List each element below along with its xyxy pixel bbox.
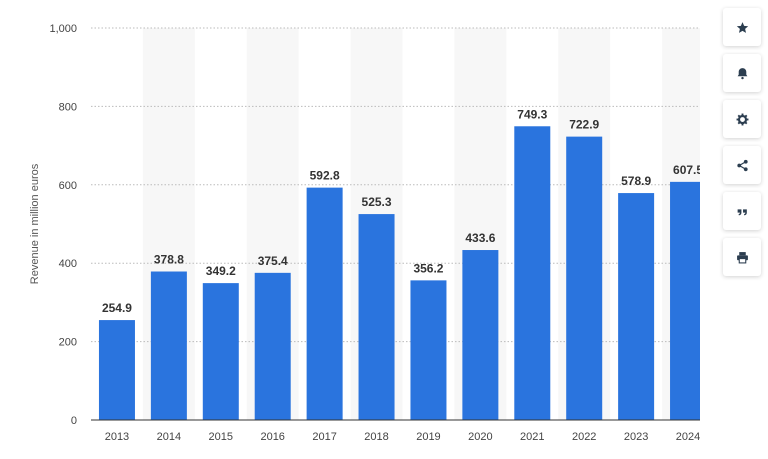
x-tick-label: 2014	[157, 431, 181, 443]
data-label: 375.4	[258, 254, 288, 268]
x-tick-label: 2018	[364, 431, 388, 443]
x-axis: 2013 2014 2015 2016 2017 2018 2019 2020 2021 2022…	[91, 419, 700, 443]
data-label: 722.9	[569, 118, 599, 132]
data-label: 349.2	[206, 264, 236, 278]
quote-icon	[737, 208, 747, 215]
printer-icon	[736, 251, 748, 263]
bar[interactable]	[98, 320, 135, 420]
toolbar	[723, 8, 761, 276]
notification-button[interactable]	[723, 54, 761, 92]
x-tick-label: 2015	[209, 431, 233, 443]
y-tick-label: 400	[59, 258, 77, 270]
bar[interactable]	[618, 193, 655, 420]
x-tick-label: 2024	[676, 431, 700, 443]
x-tick-label: 2017	[312, 431, 336, 443]
data-label: 378.8	[154, 253, 184, 267]
share-icon	[736, 159, 748, 171]
y-tick-label: 800	[59, 101, 77, 113]
favorite-button[interactable]	[723, 8, 761, 46]
bar[interactable]	[462, 250, 499, 420]
data-label: 254.9	[102, 301, 132, 315]
data-label: 607.5	[673, 163, 700, 177]
bar-chart: 254.9 378.8 349.2 375.4 592.8 525.3 356.2 433.6…	[29, 23, 700, 443]
gear-icon	[736, 113, 748, 125]
data-label: 592.8	[310, 169, 340, 183]
y-tick-label: 600	[59, 180, 77, 192]
bar[interactable]	[410, 280, 447, 420]
x-tick-label: 2019	[416, 431, 440, 443]
x-tick-label: 2020	[468, 431, 492, 443]
x-tick-label: 2022	[572, 431, 596, 443]
cite-button[interactable]	[723, 192, 761, 230]
bar[interactable]	[202, 283, 239, 420]
bars	[98, 126, 700, 420]
bar[interactable]	[514, 126, 551, 420]
print-button[interactable]	[723, 238, 761, 276]
data-label: 356.2	[413, 261, 443, 275]
y-tick-label: 0	[71, 415, 77, 427]
y-axis-label: Revenue in million euros	[29, 163, 41, 284]
data-label: 749.3	[517, 107, 547, 121]
bar[interactable]	[150, 271, 187, 420]
x-tick-label: 2021	[520, 431, 544, 443]
data-label: 578.9	[621, 174, 651, 188]
data-label: 433.6	[465, 231, 495, 245]
bell-icon	[737, 67, 747, 79]
star-icon	[736, 21, 748, 33]
bar[interactable]	[670, 181, 700, 420]
bar[interactable]	[358, 214, 395, 420]
data-label: 525.3	[362, 195, 392, 209]
data-labels: 254.9 378.8 349.2 375.4 592.8 525.3 356.2 433.6…	[102, 107, 700, 315]
y-axis: 0 200 400 600 800 1,000	[49, 23, 77, 427]
gridlines	[91, 27, 700, 343]
y-tick-label: 200	[59, 337, 77, 349]
x-tick-label: 2023	[624, 431, 648, 443]
share-button[interactable]	[723, 146, 761, 184]
x-tick-label: 2013	[105, 431, 129, 443]
settings-button[interactable]	[723, 100, 761, 138]
bar[interactable]	[306, 187, 343, 420]
x-tick-label: 2016	[260, 431, 284, 443]
bar[interactable]	[566, 136, 603, 420]
bar[interactable]	[254, 272, 291, 420]
y-tick-label: 1,000	[49, 23, 77, 35]
